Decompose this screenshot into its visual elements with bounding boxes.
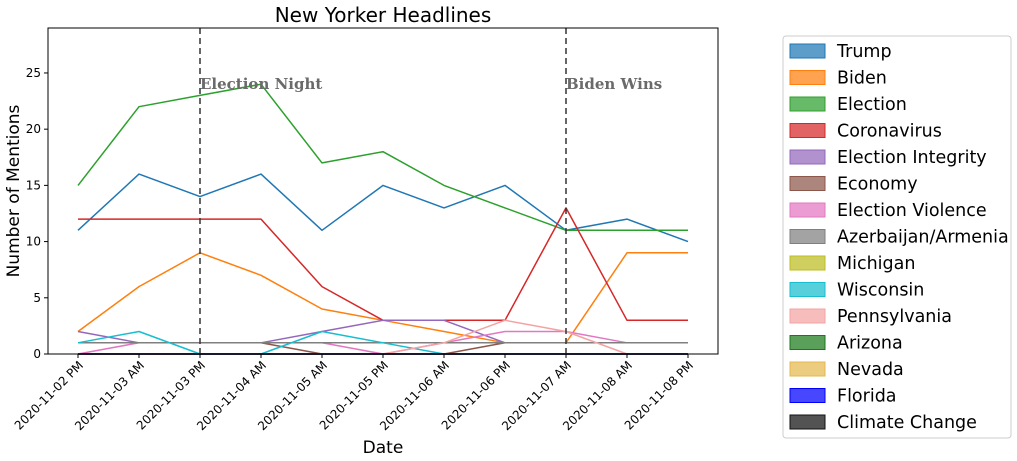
y-tick-label: 10	[26, 235, 41, 249]
legend-label-biden: Biden	[837, 69, 887, 89]
legend-label-wisconsin: Wisconsin	[837, 281, 924, 301]
legend-label-climate-change: Climate Change	[837, 413, 977, 433]
legend-swatch-climate-change	[789, 414, 826, 430]
y-tick-label: 15	[26, 178, 41, 192]
legend: Trump Biden Election Coronavirus Election In…	[782, 35, 1012, 439]
legend-label-nevada: Nevada	[837, 360, 904, 380]
legend-label-coronavirus: Coronavirus	[837, 122, 942, 142]
series-line-trump	[77, 173, 689, 243]
legend-swatch-election-violence	[789, 202, 826, 218]
plot-lines	[77, 83, 689, 355]
series-line-election	[77, 83, 688, 232]
legend-label-election-violence: Election Violence	[837, 201, 987, 221]
legend-swatch-pennsylvania	[789, 308, 826, 324]
event-markers: Election Night Biden Wins	[199, 28, 662, 354]
legend-swatch-arizona	[789, 335, 826, 350]
legend-swatch-election-integrity	[789, 149, 826, 165]
legend-swatch-coronavirus	[789, 123, 826, 138]
legend-swatch-florida	[789, 388, 826, 403]
legend-swatch-election	[789, 96, 826, 112]
legend-label-azerbaijan-armenia: Azerbaijan/Armenia	[837, 228, 1009, 248]
legend-label-arizona: Arizona	[837, 334, 903, 354]
legend-label-election: Election	[837, 95, 907, 115]
y-tick-label: 0	[33, 347, 41, 361]
y-tick-label: 25	[26, 66, 41, 80]
legend-frame	[782, 35, 1012, 439]
annotation-election-night: Election Night	[200, 75, 322, 93]
legend-label-election-integrity: Election Integrity	[837, 148, 987, 168]
y-axis-title: Number of Mentions	[4, 104, 24, 277]
legend-swatch-biden	[789, 70, 826, 85]
series-line-economy	[78, 342, 688, 355]
series-line-biden	[77, 252, 688, 344]
legend-swatch-azerbaijan-armenia	[789, 229, 826, 244]
y-tick-label: 5	[33, 291, 41, 305]
legend-swatch-wisconsin	[789, 282, 826, 297]
series-line-election-integrity	[77, 319, 688, 344]
y-axis: 0 5 10 15 20 25	[26, 66, 48, 361]
legend-swatch-nevada	[789, 361, 826, 377]
legend-swatch-trump	[789, 43, 826, 59]
annotation-biden-wins: Biden Wins	[566, 75, 662, 93]
legend-label-pennsylvania: Pennsylvania	[837, 307, 952, 327]
legend-label-trump: Trump	[836, 42, 892, 62]
legend-swatch-economy	[789, 176, 826, 191]
x-axis-title: Date	[363, 438, 404, 458]
chart-title: New Yorker Headlines	[275, 3, 492, 27]
legend-label-florida: Florida	[837, 387, 897, 407]
legend-label-michigan: Michigan	[837, 254, 915, 274]
legend-swatch-michigan	[789, 255, 826, 271]
legend-label-economy: Economy	[837, 175, 918, 195]
y-tick-label: 20	[26, 122, 41, 136]
